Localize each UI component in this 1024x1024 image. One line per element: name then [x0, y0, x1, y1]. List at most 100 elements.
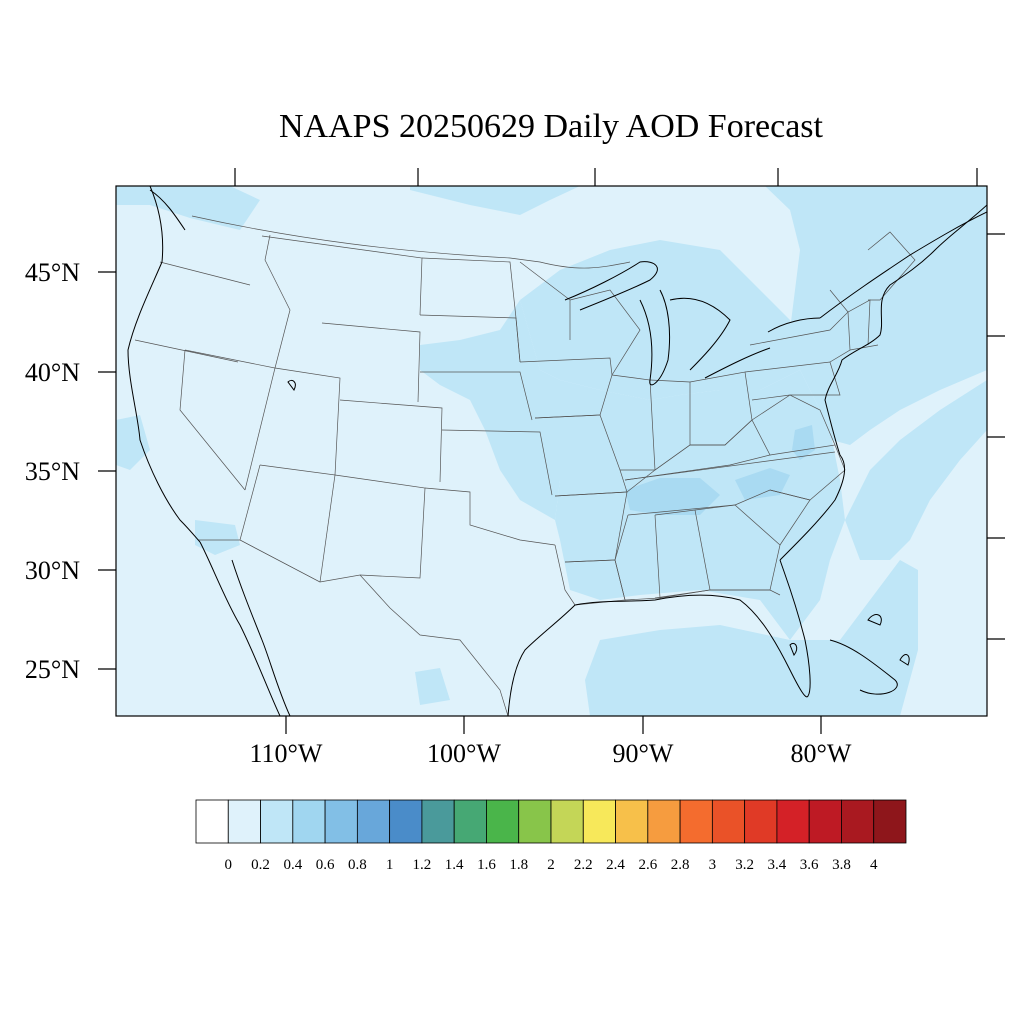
- aod-field-moderate: [625, 425, 815, 515]
- state-line-id-wy: [264, 234, 291, 369]
- colorbar-label: 2.4: [606, 857, 625, 873]
- colorbar-label: 1.4: [445, 857, 464, 873]
- colorbar-label: 2.2: [574, 857, 593, 873]
- lake-ontario-shore: [767, 317, 821, 333]
- lake-erie-shore: [704, 347, 771, 379]
- colorbar-box: [615, 799, 649, 844]
- colorbar-label: 2: [547, 857, 555, 873]
- aod-region-northeast: [765, 186, 987, 445]
- state-line-maine: [867, 231, 916, 301]
- state-line-colorado: [339, 399, 443, 483]
- map-panel: [116, 186, 987, 716]
- colorbar-box: [647, 799, 681, 844]
- colorbar-label: 0: [225, 857, 233, 873]
- aod-region-atlantic: [845, 380, 987, 560]
- aod-region-northwest: [116, 186, 260, 230]
- aod-region-gulf: [585, 560, 918, 716]
- colorbar-box: [227, 799, 261, 844]
- lat-label-40: 40°N: [25, 358, 80, 387]
- lon-label-110: 110°W: [250, 739, 323, 768]
- colorbar-box: [195, 799, 229, 844]
- state-line-virginia: [751, 394, 836, 446]
- aod-region-mexico: [415, 668, 450, 705]
- aod-field-enhanced: [116, 186, 987, 716]
- us-canada-border: [191, 215, 631, 269]
- aod-region-plains: [420, 300, 560, 520]
- top-ticks: [234, 168, 978, 186]
- colorbar-box: [453, 799, 487, 844]
- colorbar-box: [808, 799, 842, 844]
- state-line-north-carolina: [769, 444, 846, 501]
- state-borders: [134, 215, 916, 716]
- lon-labels: 110°W 100°W 90°W 80°W: [250, 739, 852, 768]
- colorbar-label: 3.8: [832, 857, 851, 873]
- state-line-or-ca: [134, 339, 239, 363]
- colorbar-box: [421, 799, 455, 844]
- colorbar-box: [744, 799, 778, 844]
- colorbar-box: [711, 799, 746, 844]
- lon-label-80: 80°W: [791, 739, 852, 768]
- lon-label-90: 90°W: [613, 739, 674, 768]
- state-line-pennsylvania: [744, 361, 841, 401]
- lat-label-35: 35°N: [25, 457, 80, 486]
- map-title: NAAPS 20250629 Daily AOD Forecast: [279, 108, 823, 145]
- colorbar-labels: 0 0.2 0.4 0.6 0.8 1 1.2 1.4 1.6 1.8 2 2.2 2.4 2.6 2.8 3…: [225, 857, 878, 873]
- aod-region-midwest: [520, 240, 800, 400]
- cuba-coastline: [829, 639, 898, 695]
- aod-region-carolina: [735, 468, 790, 500]
- atlantic-coastline: [779, 204, 987, 561]
- coastlines: [127, 186, 987, 716]
- colorbar-label: 1.2: [413, 857, 432, 873]
- plot-frame: [115, 185, 988, 717]
- aod-region-virginia: [792, 425, 815, 460]
- bottom-ticks: [285, 716, 822, 734]
- colorbar-label: 2.6: [638, 857, 657, 873]
- state-line-illinois: [611, 374, 656, 493]
- colorbar-label: 3: [709, 857, 717, 873]
- colorbar-box: [292, 799, 326, 844]
- lake-superior-shore: [564, 261, 658, 311]
- colorbar-box: [486, 799, 520, 844]
- colorbar-label: 3.2: [735, 857, 754, 873]
- state-line-utah: [259, 367, 341, 476]
- colorbar-box: [841, 799, 875, 844]
- state-line-oklahoma: [424, 487, 556, 546]
- colorbar-box: [550, 799, 584, 844]
- aod-region-canada-lakes: [410, 186, 580, 215]
- colorbar-label: 3.4: [768, 857, 787, 873]
- colorbar-box: [776, 799, 810, 844]
- colorbar-box: [324, 799, 358, 844]
- lat-label-30: 30°N: [25, 556, 80, 585]
- left-ticks: [98, 271, 116, 670]
- colorbar-label: 0.8: [348, 857, 367, 873]
- state-line-new-england: [829, 289, 879, 351]
- colorbar-label: 1: [386, 857, 394, 873]
- lat-label-45: 45°N: [25, 258, 80, 287]
- great-salt-lake-shore: [287, 379, 296, 391]
- colorbar-box: [518, 799, 552, 844]
- state-line-tennessee: [624, 451, 836, 516]
- colorbar-box: [873, 799, 907, 844]
- state-line-wa-or: [159, 261, 251, 286]
- lake-michigan-shore: [639, 289, 671, 386]
- state-line-nevada: [184, 349, 276, 491]
- colorbar-box: [582, 799, 616, 844]
- state-line-ne-ks: [420, 371, 533, 421]
- colorbar-box: [389, 799, 423, 844]
- state-line-wy-border: [321, 322, 421, 403]
- lake-huron-shore: [669, 297, 731, 371]
- colorbar-box: [260, 799, 294, 844]
- aod-region-pacific: [116, 415, 150, 470]
- state-line-kansas: [441, 429, 553, 496]
- colorbar-box: [679, 799, 713, 844]
- baja-coastline: [199, 541, 281, 716]
- us-mexico-border: [198, 539, 509, 716]
- pacific-coastline: [127, 186, 201, 543]
- lat-label-25: 25°N: [25, 655, 80, 684]
- colorbar-label: 0.4: [283, 857, 302, 873]
- aod-region-baja: [195, 520, 240, 555]
- state-line-kentucky: [620, 419, 771, 481]
- bahamas-coastline: [867, 614, 910, 666]
- vancouver-island-coast: [149, 189, 186, 231]
